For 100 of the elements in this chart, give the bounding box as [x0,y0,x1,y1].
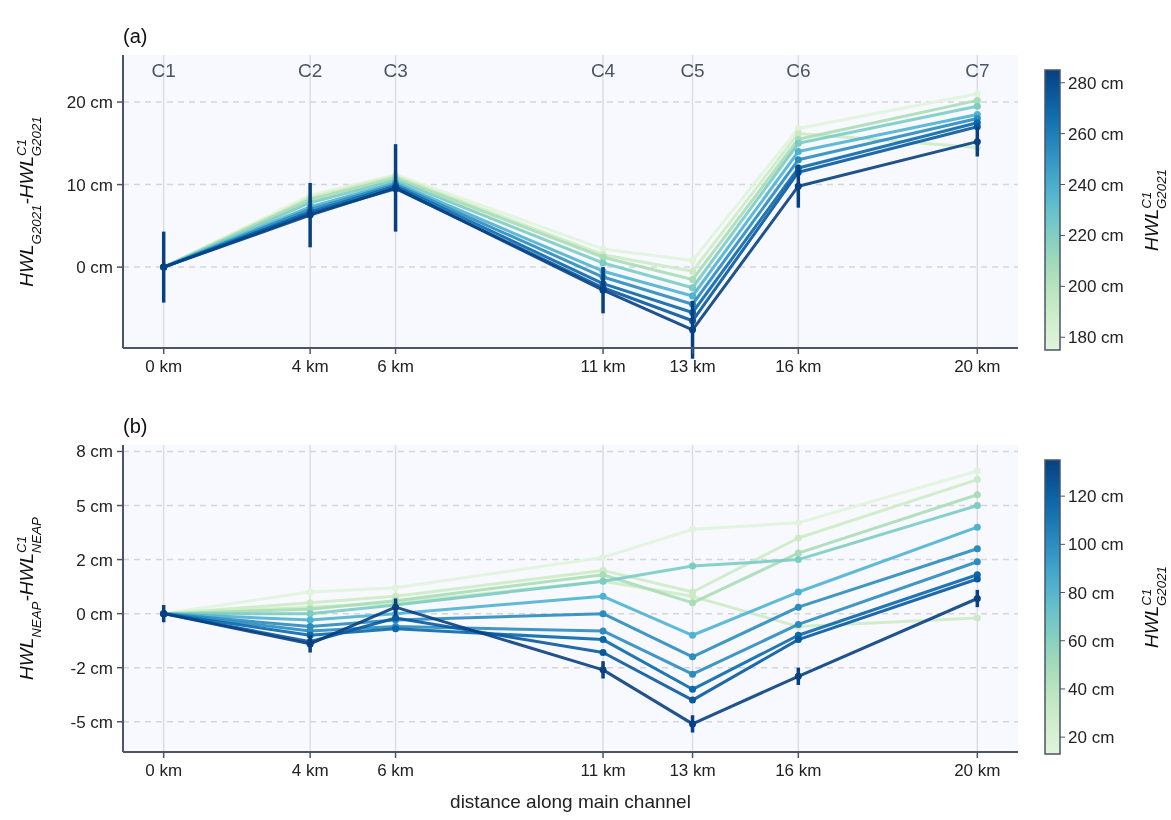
color-bar-label: 220 cm [1068,226,1124,246]
y-tick-label: -5 cm [70,712,113,732]
point [794,672,802,680]
color-bar-label: 180 cm [1068,328,1124,348]
point [973,502,981,510]
point [689,685,697,693]
y-tick-label: 20 cm [66,93,113,113]
color-bar-label: 200 cm [1068,277,1124,297]
point [794,519,802,527]
y-tick-label: 2 cm [76,550,113,570]
x-tick-label: 6 km [377,357,414,376]
annotation: C1 [151,60,176,81]
point [689,631,697,639]
y-tick-label: 0 cm [76,604,113,624]
point [973,545,981,553]
point [689,696,697,704]
point [689,276,697,283]
point [689,267,697,275]
x-axis-title: distance along main channel [450,791,691,812]
point [973,476,981,484]
point [794,588,802,596]
point [689,670,697,678]
x-tick-label: 20 km [954,357,1001,376]
x-tick-label: 11 km [580,761,626,780]
color-bar-label: 20 cm [1068,728,1115,748]
x-tick-label: 6 km [377,761,414,780]
point [973,575,981,583]
point [973,467,981,475]
point [794,534,802,542]
point [794,603,802,611]
chart-title: (b) [123,415,148,437]
point [794,182,802,190]
point [392,584,400,592]
annotation: C5 [680,60,705,81]
point [973,102,981,110]
point [973,138,981,146]
point [689,562,697,570]
x-tick-label: 11 km [580,357,626,376]
x-tick-label: 20 km [954,761,1001,780]
point [794,636,802,644]
point [689,284,697,292]
point [689,292,697,300]
point [973,523,981,531]
point [306,616,314,624]
x-tick-label: 0 km [145,761,183,780]
point [599,592,607,600]
point [306,588,314,596]
color-bar-label: 40 cm [1068,679,1115,699]
y-tick-label: 10 cm [66,175,113,195]
point [689,720,697,728]
x-tick-label: 13 km [669,761,716,780]
x-tick-label: 4 km [291,357,329,376]
y-tick-label: 5 cm [76,496,113,516]
annotation: C3 [383,60,408,81]
point [973,614,981,622]
point [689,599,697,607]
annotation: C6 [786,60,811,81]
point [599,666,607,674]
point [794,556,802,564]
point [973,96,981,104]
y-tick-label: -2 cm [70,658,113,678]
color-bar-label: 120 cm [1068,487,1124,507]
point [689,257,697,265]
point [689,653,697,661]
color-bar-label: 240 cm [1068,175,1124,195]
point [599,571,607,579]
annotation: C2 [297,60,323,81]
point [794,129,802,137]
point [689,326,697,334]
color-bar-label: 100 cm [1068,535,1124,555]
color-bar-label: 60 cm [1068,631,1115,651]
chart-title: (a) [123,25,148,47]
y-tick-label: 0 cm [76,258,113,278]
point [794,156,802,164]
point [599,627,607,635]
point [794,549,802,557]
annotation: C7 [965,60,990,81]
color-bar-label: 80 cm [1068,583,1115,603]
point [599,259,607,267]
point [973,491,981,499]
point [973,595,981,602]
x-tick-label: 4 km [291,761,329,780]
point [599,610,607,618]
color-bar-label: 260 cm [1068,124,1124,144]
color-bar-label: 280 cm [1068,73,1124,93]
point [794,139,802,147]
x-tick-label: 0 km [145,357,183,376]
point [599,636,607,644]
x-tick-label: 13 km [669,357,716,376]
point [973,90,981,98]
point [599,553,607,561]
point [689,525,697,533]
x-tick-label: 16 km [775,357,822,376]
point [599,649,607,657]
point [306,610,314,618]
annotation: C4 [590,60,616,81]
x-tick-label: 16 km [775,761,822,780]
point [973,558,981,566]
point [794,148,802,156]
y-tick-label: 8 cm [76,442,113,462]
